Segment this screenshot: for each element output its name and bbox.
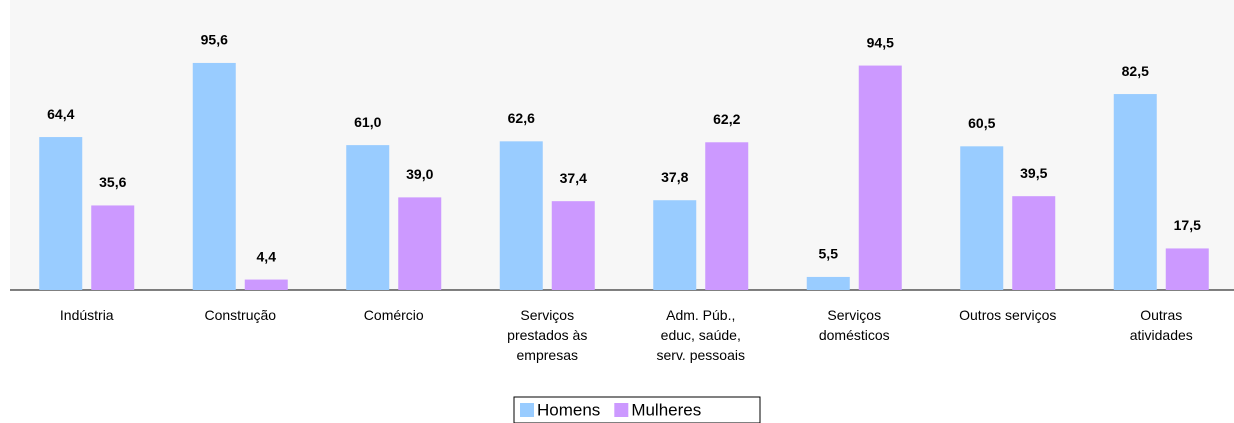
x-tick-label: Comércio <box>363 307 424 323</box>
bar <box>346 145 390 290</box>
x-tick-label: Serviços domésticos <box>818 307 890 343</box>
bar <box>398 197 442 290</box>
bar <box>244 279 288 290</box>
value-label: 61,0 <box>354 114 381 130</box>
bar <box>192 62 236 291</box>
value-label: 37,4 <box>560 170 587 186</box>
value-label: 39,5 <box>1020 165 1047 181</box>
value-label: 94,5 <box>867 34 894 50</box>
value-label: 95,6 <box>201 32 228 48</box>
bar <box>91 205 135 290</box>
x-tick-label: Adm. Púb., educ, saúde, serv. pessoais <box>656 307 745 363</box>
x-tick-label: Indústria <box>59 307 114 323</box>
x-tick-label: Construção <box>204 307 277 323</box>
value-label: 5,5 <box>819 246 839 262</box>
bar <box>1012 196 1056 290</box>
legend-label: Mulheres <box>631 400 701 419</box>
legend-box <box>513 396 761 423</box>
legend-swatch <box>520 403 534 417</box>
x-tick-label: Outras atividades <box>1129 307 1193 343</box>
bar <box>1165 248 1209 290</box>
legend-swatch <box>614 403 629 417</box>
bar <box>960 146 1004 290</box>
value-label: 17,5 <box>1174 217 1201 233</box>
value-label: 62,2 <box>713 111 740 127</box>
bar <box>705 142 749 290</box>
bar <box>39 137 83 290</box>
value-label: 62,6 <box>508 110 535 126</box>
value-label: 4,4 <box>257 248 277 264</box>
bar <box>551 201 595 290</box>
bar <box>653 200 697 290</box>
x-tick-label: Outros serviços <box>959 307 1057 323</box>
value-label: 37,8 <box>661 169 688 185</box>
legend-label: Homens <box>537 400 600 419</box>
value-label: 64,4 <box>47 106 74 122</box>
value-label: 39,0 <box>406 166 433 182</box>
value-label: 35,6 <box>99 174 126 190</box>
value-label: 82,5 <box>1122 63 1149 79</box>
bar <box>499 141 543 290</box>
bar <box>1113 94 1157 290</box>
x-tick-label: Serviços prestados às empresas <box>507 307 588 363</box>
value-label: 60,5 <box>968 115 995 131</box>
bar <box>858 65 902 290</box>
bar <box>806 276 850 290</box>
